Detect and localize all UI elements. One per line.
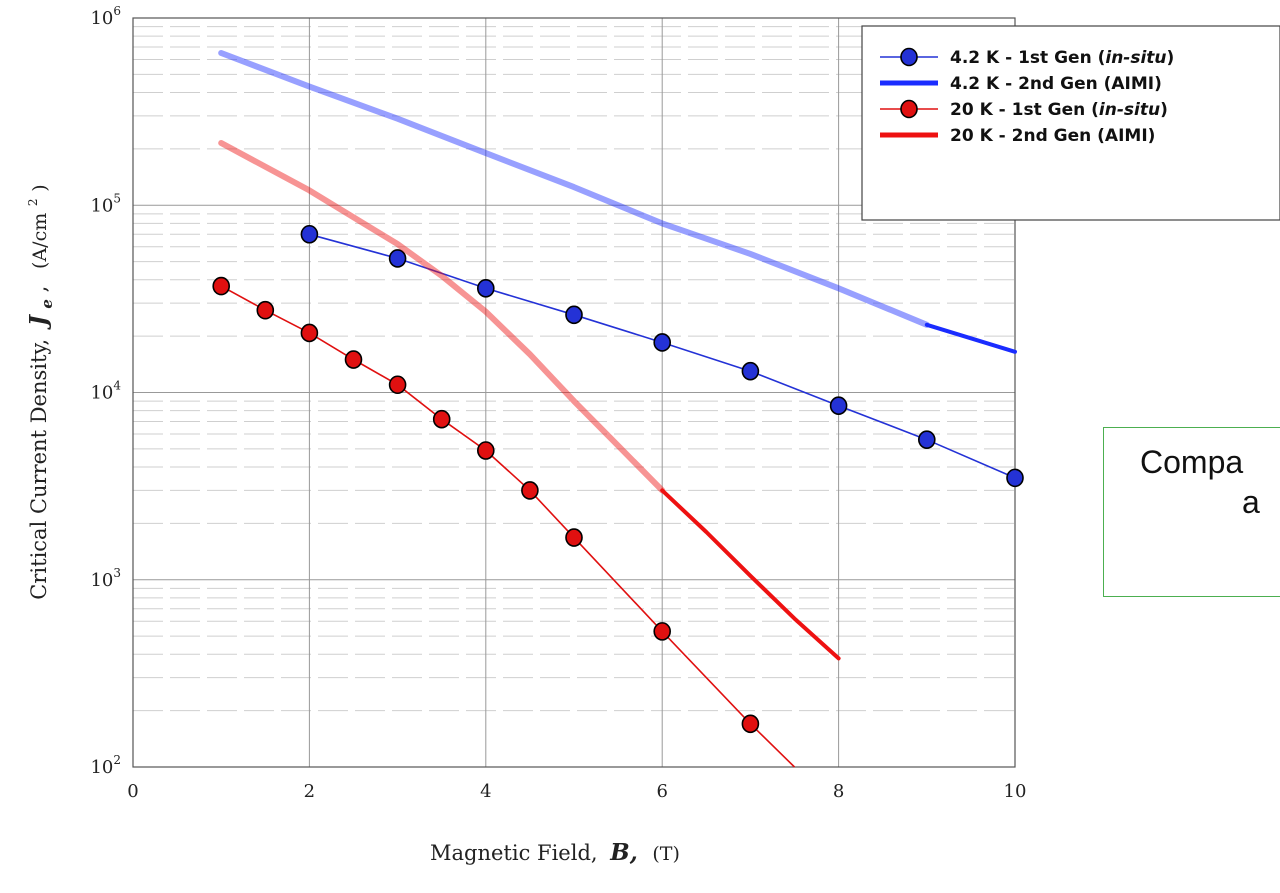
series-line-faded <box>218 140 666 494</box>
data-point <box>565 305 583 325</box>
data-point <box>388 375 407 395</box>
legend-item-4: 20 K - 2nd Gen (AIMI) <box>880 126 1155 146</box>
data-point <box>741 714 760 734</box>
y-tick-label: 104 <box>90 379 121 404</box>
x-tick-label: 0 <box>127 781 138 802</box>
data-point <box>1006 468 1024 488</box>
data-point <box>300 224 319 244</box>
annotation-line-2: a <box>1242 484 1260 520</box>
data-point <box>476 279 495 298</box>
series-4 <box>218 140 841 661</box>
y-tick-label: 103 <box>90 566 121 591</box>
data-point <box>565 528 583 547</box>
legend-item-3: 20 K - 1st Gen (in-situ) <box>880 99 1168 120</box>
y-tick-label: 105 <box>90 191 121 216</box>
legend-label: 4.2 K - 1st Gen (in-situ) <box>950 48 1174 68</box>
series-2 <box>218 50 1017 354</box>
legend-marker <box>900 47 918 67</box>
y-tick-label: 106 <box>90 4 121 29</box>
x-tick-label: 8 <box>833 781 844 802</box>
legend-box <box>861 25 1280 221</box>
data-point <box>212 276 230 296</box>
annotation-box: Compa a <box>1103 427 1280 597</box>
data-point <box>521 481 539 500</box>
series <box>212 50 1024 768</box>
series-line <box>924 322 1017 354</box>
legend-item-2: 4.2 K - 2nd Gen (AIMI) <box>880 74 1162 94</box>
plot-area-frame <box>132 17 1016 768</box>
data-point <box>256 300 275 320</box>
x-axis-title: Magnetic Field, B, (T) <box>430 839 680 866</box>
series-1 <box>300 224 1024 488</box>
tick-labels: 0 2 4 6 8 10 102 103 104 105 106 <box>90 4 1026 802</box>
x-tick-label: 10 <box>1004 781 1027 802</box>
data-point <box>653 333 672 352</box>
legend-marker <box>900 99 918 119</box>
legend-label: 4.2 K - 2nd Gen (AIMI) <box>950 74 1162 94</box>
data-point <box>388 249 407 268</box>
data-point <box>917 430 936 449</box>
x-tick-label: 6 <box>656 781 667 802</box>
data-point <box>476 441 495 460</box>
y-axis-title: Critical Current Density, J e , (A/cm 2 … <box>18 184 57 599</box>
data-point <box>741 361 760 381</box>
data-point <box>432 409 451 429</box>
y-tick-label: 102 <box>90 753 121 778</box>
x-tick-label: 4 <box>480 781 491 802</box>
data-point <box>829 396 848 416</box>
annotation-line-1: Compa <box>1140 444 1244 480</box>
data-point <box>653 622 672 641</box>
legend-label: 20 K - 1st Gen (in-situ) <box>950 100 1168 120</box>
legend: 4.2 K - 1st Gen (in-situ) 4.2 K - 2nd Gen… <box>861 25 1280 221</box>
legend-item-1: 4.2 K - 1st Gen (in-situ) <box>880 47 1174 68</box>
x-tick-label: 2 <box>304 781 315 802</box>
series-line-faded <box>218 50 930 328</box>
data-point <box>300 323 319 343</box>
legend-label: 20 K - 2nd Gen (AIMI) <box>950 126 1155 146</box>
series-3 <box>212 276 796 768</box>
data-point <box>344 350 363 369</box>
series-line <box>660 488 841 661</box>
